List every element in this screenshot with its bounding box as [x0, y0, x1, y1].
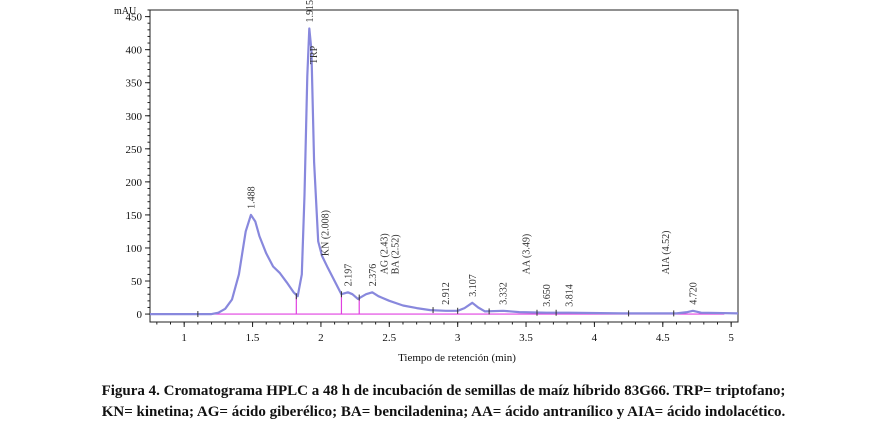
integration-marks: [197, 291, 675, 318]
x-tick-label: 4.5: [656, 332, 670, 344]
ticks: 1 1.5 2 2.5 3 3.5 4 4.5 505010015020025030035040…: [126, 9, 734, 344]
y-tick-label: 450: [126, 12, 143, 24]
x-tick-label: 2: [318, 332, 324, 344]
y-tick-label: 100: [126, 243, 143, 255]
chromatogram-trace: [150, 27, 739, 316]
x-tick-label: 2.5: [382, 332, 396, 344]
peak-label: KN (2.008): [321, 210, 332, 256]
peak-label: AG (2.43): [379, 233, 390, 274]
x-tick-label: 3.5: [519, 332, 533, 344]
y-tick-label: 350: [126, 78, 143, 90]
y-tick-label: 0: [137, 309, 143, 321]
y-tick-label: 300: [126, 111, 143, 123]
peak-label: 3.650: [542, 284, 553, 307]
y-tick-label: 50: [131, 276, 143, 288]
peak-label: 1.488: [246, 186, 257, 209]
baselines: [197, 294, 725, 315]
peak-label: TRP: [309, 45, 320, 64]
peak-label: 1.915: [305, 0, 316, 23]
peak-label: 2.197: [343, 264, 354, 287]
peak-label: 3.814: [565, 284, 576, 307]
peak-label: 2.376: [368, 264, 379, 287]
y-axis-label: mAU: [114, 6, 137, 17]
x-tick-label: 5: [728, 332, 734, 344]
peak-label: 3.107: [468, 274, 479, 297]
figure-caption: Figura 4. Cromatograma HPLC a 48 h de in…: [0, 381, 887, 423]
x-tick-label: 4: [592, 332, 598, 344]
peak-label: AA (3.49): [522, 234, 533, 275]
caption-line-1: Figura 4. Cromatograma HPLC a 48 h de in…: [101, 383, 786, 399]
y-tick-label: 400: [126, 45, 143, 57]
peak-label: 4.720: [688, 282, 699, 305]
chromatogram-chart: 1 1.5 2 2.5 3 3.5 4 4.5 505010015020025030035040…: [114, 0, 739, 364]
x-tick-label: 1.5: [246, 332, 260, 344]
peak-label: 3.332: [499, 282, 510, 305]
x-axis-label: Tiempo de retención (min): [398, 352, 516, 364]
peak-label: 2.912: [441, 282, 452, 305]
x-tick-label: 1: [181, 332, 187, 344]
y-tick-label: 200: [126, 177, 143, 189]
caption-line-2: KN= kinetina; AG= ácido giberélico; BA= …: [101, 404, 786, 420]
series: [150, 27, 739, 316]
y-tick-label: 250: [126, 144, 143, 156]
y-tick-label: 150: [126, 210, 143, 222]
peak-label: BA (2.52): [390, 234, 401, 274]
x-tick-label: 3: [455, 332, 461, 344]
peak-label: AIA (4.52): [661, 231, 672, 275]
